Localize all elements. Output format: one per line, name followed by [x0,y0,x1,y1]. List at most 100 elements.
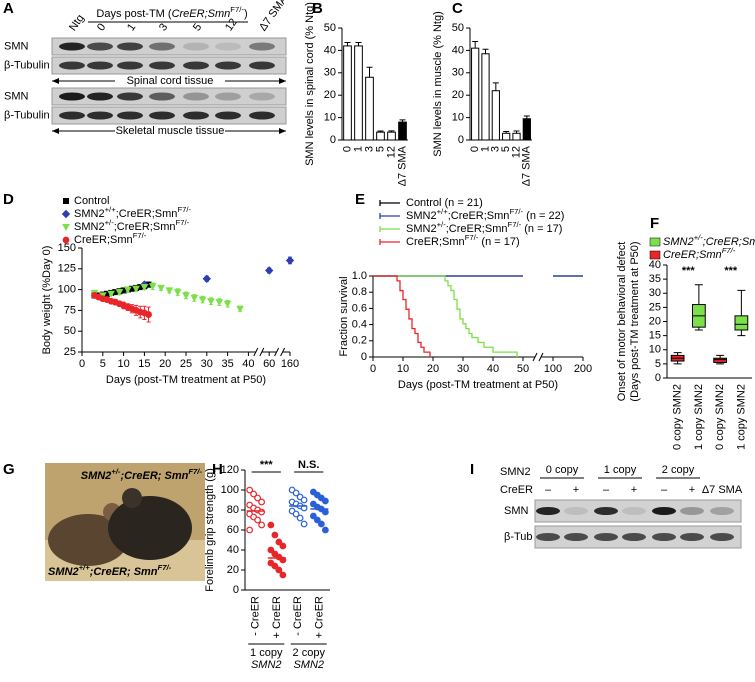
blot-band [87,92,113,101]
error-bar [388,130,395,133]
error-bar [482,48,489,54]
y-tick-label: 40 [227,544,239,556]
blot-band [59,111,85,120]
y-axis-label: Forelimb grip strength (g) [204,468,216,592]
tissue-label-bg [115,125,225,137]
y-tick-label: 75 [64,304,76,316]
y-tick-label: 0 [361,351,367,363]
lane-label: 5 [191,21,204,33]
legend-label: SMN2+/-;CreER;SmnF7/- [74,218,190,233]
blot-row-label: SMN [4,90,29,102]
y-tick-label: 35 [649,273,661,285]
copy-label: 0 copy [546,464,579,476]
text-run: (n = 17) [478,236,519,248]
marker [258,498,266,506]
x-axis-label: Days (post-TM treatment at P50) [398,379,558,391]
marker [165,287,174,295]
blot-band [536,533,560,541]
superscript: F7/- [509,207,523,216]
x-tick-label: 20 [427,363,439,375]
legend-marker [63,198,69,204]
x-tick-label: 35 [221,358,233,370]
superscript: +/- [111,467,121,476]
y-axis-label: Fraction survival [338,276,350,356]
y-tick-label: 15 [649,330,661,342]
axis-break-gap [276,350,283,354]
lane-label: Δ7 SMA [702,484,743,496]
blot-row-label: β-Tubulin [4,59,50,71]
error-bar [366,66,373,78]
marker [123,286,132,294]
y-axis-label: Body weight (%Day 0) [41,246,53,355]
y-tick-label: 10 [649,344,661,356]
y-tick-label: 0 [458,134,464,146]
y-tick-label: 30 [324,67,336,79]
y-tick-label: 0.4 [352,319,367,331]
legend-label: CreER;SmnF7/- [663,246,736,261]
blot-row-label: β-Tubulin [4,109,50,121]
axis-break [532,352,544,362]
marker [254,494,262,502]
bar [398,121,407,141]
gene-label: SMN2 [500,466,531,478]
x-tick-label: 15 [138,358,150,370]
blot-band [652,507,676,515]
y-tick-label: 50 [64,325,76,337]
bar [522,118,531,141]
blot-band [536,507,560,515]
y-tick-label: 10 [452,112,464,124]
y-tick-label: 40 [324,44,336,56]
marker [202,274,212,283]
legend-line [379,239,400,245]
bar [387,131,396,141]
text-run: (n = 22) [523,210,564,222]
text-run: ;CreER;Smn [114,221,176,233]
mouse [108,496,192,560]
marker [271,562,279,570]
x-tick-label: - CreER [292,596,304,636]
y-tick-label: 60 [227,524,239,536]
y-tick-label: 0.8 [352,286,367,298]
blot-band [117,42,143,51]
copy-label: 1 copy [604,464,637,476]
marker [264,266,274,275]
sign-label: + [573,484,579,496]
x-tick-label: 100 [544,363,562,375]
blot-band [710,507,734,515]
marker [190,294,199,302]
blot-band [117,61,143,70]
marker [258,508,266,516]
marker [207,298,215,306]
x-tick-label: Δ7 SMA [396,145,408,186]
blot-band [680,507,704,515]
superscript: F7/- [465,233,479,242]
marker [275,566,283,574]
x-tick-label: + CreER [271,596,283,639]
error-bar [344,42,351,46]
y-tick-label: 80 [227,504,239,516]
y-tick-label: 120 [221,464,239,476]
bar [471,47,480,141]
blot-band [652,533,676,541]
marker [321,526,329,534]
legend-label: CreER;SmnF7/- [74,231,147,246]
bar [491,90,500,141]
blot-band [87,61,113,70]
blot-band [249,111,275,120]
tissue-label-bg [115,75,225,87]
legend-label: CreER;SmnF7/- (n = 17) [406,233,520,248]
text-run: ;CreER;Smn [116,208,178,220]
sign-label: – [603,484,610,496]
blot-band [710,533,734,541]
error-bar [492,82,499,91]
x-tick-label: 0 copy SMN2 [672,384,684,450]
legend-label: SMN2+/+;CreER;SmnF7/- (n = 22) [406,207,564,222]
error-bar [523,115,530,119]
blot-band [183,111,209,120]
blot-band [215,111,241,120]
axis-break-gap [255,350,262,354]
marker [223,300,232,308]
x-tick-label: 10 [397,363,409,375]
text-run: Days post-TM ( [96,8,172,20]
text-run: (n = 17) [521,223,562,235]
